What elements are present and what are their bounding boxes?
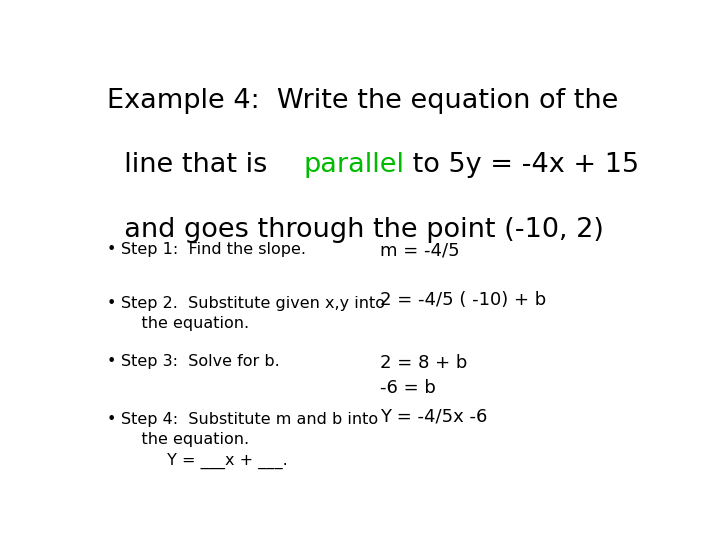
Text: to 5y = -4x + 15: to 5y = -4x + 15 [404, 152, 639, 178]
Text: Example 4:  Write the equation of the: Example 4: Write the equation of the [107, 87, 618, 113]
Text: 2 = -4/5 ( -10) + b: 2 = -4/5 ( -10) + b [380, 292, 546, 309]
Text: 2 = 8 + b
-6 = b: 2 = 8 + b -6 = b [380, 354, 467, 397]
Text: •: • [107, 295, 116, 310]
Text: Step 4:  Substitute m and b into
    the equation.
         Y = ___x + ___.: Step 4: Substitute m and b into the equa… [121, 412, 378, 469]
Text: m = -4/5: m = -4/5 [380, 241, 460, 260]
Text: •: • [107, 241, 116, 256]
Text: •: • [107, 412, 116, 427]
Text: Step 3:  Solve for b.: Step 3: Solve for b. [121, 354, 279, 369]
Text: Y = -4/5x -6: Y = -4/5x -6 [380, 408, 487, 426]
Text: Step 2.  Substitute given x,y into
    the equation.: Step 2. Substitute given x,y into the eq… [121, 295, 384, 331]
Text: parallel: parallel [304, 152, 405, 178]
Text: line that is: line that is [107, 152, 276, 178]
Text: •: • [107, 354, 116, 369]
Text: Step 1:  Find the slope.: Step 1: Find the slope. [121, 241, 306, 256]
Text: and goes through the point (-10, 2): and goes through the point (-10, 2) [107, 217, 603, 242]
